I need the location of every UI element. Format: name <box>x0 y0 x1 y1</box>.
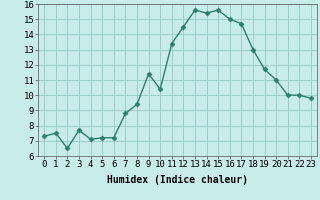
X-axis label: Humidex (Indice chaleur): Humidex (Indice chaleur) <box>107 175 248 185</box>
